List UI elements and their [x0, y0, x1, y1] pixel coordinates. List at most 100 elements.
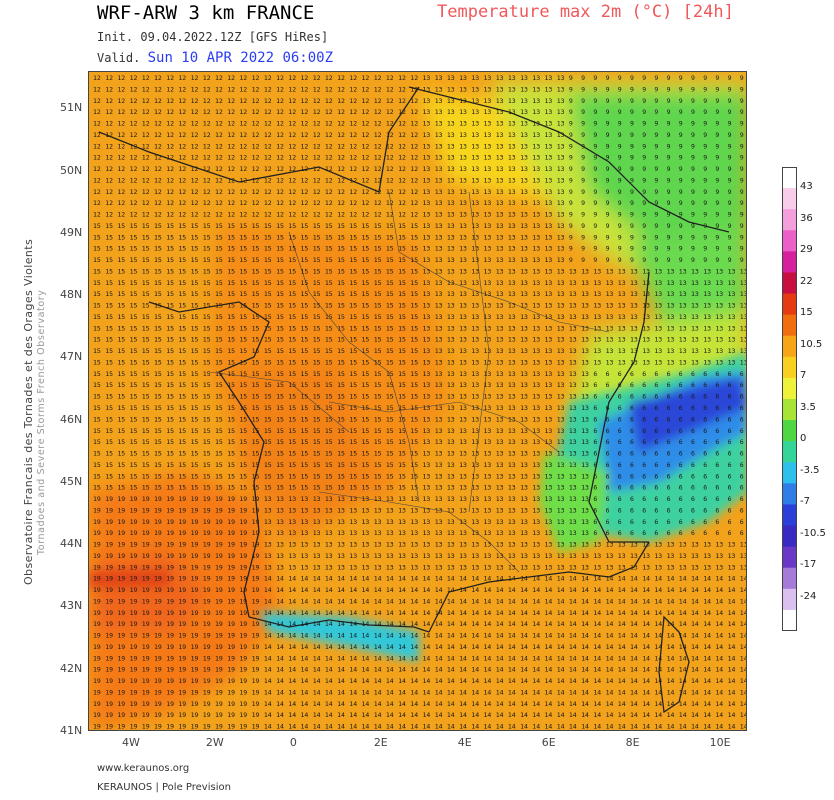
grid-value-mark: 14 — [557, 575, 565, 583]
grid-value-mark: 13 — [337, 518, 345, 526]
grid-value-mark: 13 — [581, 495, 589, 503]
grid-value-mark: 14 — [423, 620, 431, 628]
grid-value-mark: 15 — [301, 404, 309, 412]
grid-value-mark: 13 — [508, 438, 516, 446]
grid-value-mark: 15 — [337, 290, 345, 298]
grid-value-mark: 14 — [642, 677, 650, 685]
grid-value-mark: 13 — [459, 267, 467, 275]
grid-value-mark: 19 — [154, 552, 162, 560]
grid-value-mark: 19 — [252, 666, 260, 674]
grid-value-mark: 13 — [520, 427, 528, 435]
grid-value-mark: 13 — [349, 541, 357, 549]
grid-value-mark: 15 — [264, 267, 272, 275]
grid-value-mark: 13 — [423, 393, 431, 401]
grid-value-mark: 13 — [532, 233, 540, 241]
grid-value-mark: 15 — [386, 222, 394, 230]
grid-value-mark: 13 — [496, 302, 504, 310]
grid-value-mark: 9 — [581, 233, 585, 241]
grid-value-mark: 15 — [301, 370, 309, 378]
grid-value-mark: 14 — [459, 689, 467, 697]
grid-value-mark: 13 — [471, 427, 479, 435]
grid-value-mark: 15 — [398, 290, 406, 298]
grid-value-mark: 13 — [471, 324, 479, 332]
grid-value-mark: 13 — [362, 518, 370, 526]
grid-value-mark: 14 — [581, 723, 589, 731]
grid-value-mark: 9 — [581, 245, 585, 253]
grid-value-mark: 19 — [117, 495, 125, 503]
grid-value-mark: 14 — [691, 689, 699, 697]
grid-value-mark: 14 — [581, 711, 589, 719]
grid-value-mark: 13 — [435, 245, 443, 253]
grid-value-mark: 14 — [508, 689, 516, 697]
grid-value-mark: 19 — [130, 677, 138, 685]
grid-value-mark: 15 — [117, 438, 125, 446]
grid-value-mark: 15 — [105, 450, 113, 458]
grid-value-mark: 15 — [276, 370, 284, 378]
grid-value-mark: 15 — [227, 484, 235, 492]
grid-value-mark: 15 — [374, 290, 382, 298]
grid-value-mark: 14 — [642, 597, 650, 605]
grid-value-mark: 12 — [276, 120, 284, 128]
grid-value-mark: 12 — [252, 120, 260, 128]
grid-value-mark: 13 — [557, 199, 565, 207]
grid-value-mark: 13 — [606, 552, 614, 560]
grid-value-mark: 15 — [215, 415, 223, 423]
grid-value-mark: 9 — [703, 85, 707, 93]
grid-value-mark: 14 — [264, 700, 272, 708]
colorbar-segment — [782, 272, 797, 295]
grid-value-mark: 12 — [166, 188, 174, 196]
grid-value-mark: 12 — [215, 211, 223, 219]
grid-value-mark: 13 — [435, 336, 443, 344]
grid-value-mark: 15 — [130, 359, 138, 367]
lon-label-4E: 4E — [458, 736, 472, 749]
grid-value-mark: 19 — [215, 563, 223, 571]
grid-value-mark: 13 — [520, 415, 528, 423]
grid-value-mark: 14 — [715, 711, 723, 719]
grid-value-mark: 19 — [130, 723, 138, 731]
grid-value-mark: 13 — [630, 347, 638, 355]
grid-value-mark: 15 — [337, 484, 345, 492]
grid-value-mark: 13 — [435, 176, 443, 184]
grid-value-mark: 9 — [654, 245, 658, 253]
grid-value-mark: 13 — [642, 302, 650, 310]
grid-value-mark: 6 — [703, 450, 707, 458]
grid-value-mark: 6 — [728, 438, 732, 446]
grid-value-mark: 14 — [667, 643, 675, 651]
colorbar-segment — [782, 588, 797, 611]
grid-value-mark: 12 — [410, 211, 418, 219]
grid-value-mark: 13 — [435, 131, 443, 139]
grid-value-mark: 13 — [484, 74, 492, 82]
grid-value-mark: 9 — [569, 154, 573, 162]
grid-value-mark: 15 — [313, 484, 321, 492]
grid-value-mark: 6 — [691, 438, 695, 446]
grid-value-mark: 13 — [532, 279, 540, 287]
grid-value-mark: 19 — [191, 529, 199, 537]
grid-value-mark: 13 — [386, 563, 394, 571]
grid-value-mark: 13 — [532, 222, 540, 230]
grid-value-mark: 15 — [239, 245, 247, 253]
grid-value-mark: 12 — [105, 211, 113, 219]
grid-value-mark: 19 — [191, 700, 199, 708]
grid-value-mark: 15 — [276, 393, 284, 401]
grid-value-mark: 15 — [410, 336, 418, 344]
grid-value-mark: 6 — [703, 484, 707, 492]
grid-value-mark: 13 — [545, 85, 553, 93]
grid-value-mark: 14 — [398, 620, 406, 628]
grid-value-mark: 12 — [93, 211, 101, 219]
grid-value-mark: 13 — [630, 324, 638, 332]
grid-value-mark: 14 — [349, 620, 357, 628]
grid-value-mark: 15 — [227, 381, 235, 389]
grid-value-mark: 13 — [484, 427, 492, 435]
grid-value-mark: 13 — [557, 324, 565, 332]
grid-value-mark: 6 — [679, 393, 683, 401]
grid-value-mark: 14 — [581, 586, 589, 594]
grid-value-mark: 14 — [386, 632, 394, 640]
grid-value-mark: 15 — [154, 324, 162, 332]
grid-value-mark: 19 — [239, 620, 247, 628]
grid-value-mark: 13 — [484, 461, 492, 469]
grid-value-mark: 15 — [203, 359, 211, 367]
lon-label-10E: 10E — [710, 736, 731, 749]
grid-value-mark: 13 — [484, 336, 492, 344]
grid-value-mark: 15 — [313, 404, 321, 412]
grid-value-mark: 13 — [264, 495, 272, 503]
